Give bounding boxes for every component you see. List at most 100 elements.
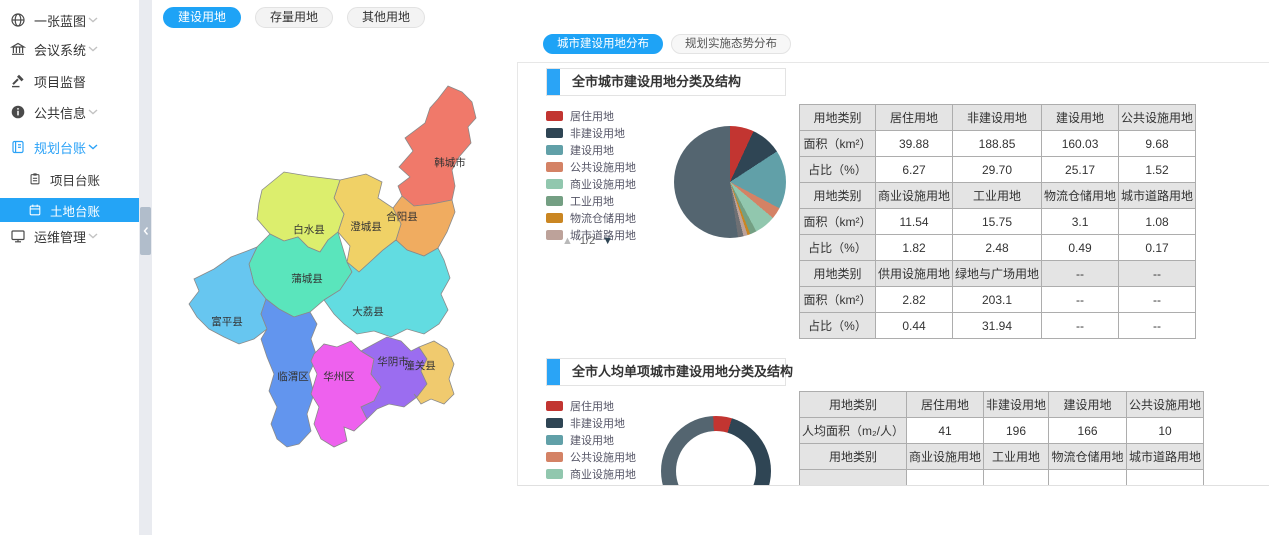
table-cell bbox=[1048, 469, 1128, 485]
legend-item[interactable]: 商业设施用地 bbox=[546, 465, 636, 482]
legend-swatch bbox=[546, 486, 563, 487]
section-title: 全市城市建设用地分类及结构 bbox=[572, 74, 742, 89]
clipboard-icon bbox=[30, 173, 40, 185]
distribution-tabs: 城市建设用地分布 规划实施态势分布 bbox=[543, 34, 791, 54]
map-region[interactable]: 华阴市 bbox=[360, 336, 428, 420]
table-header-cell: 非建设用地 bbox=[983, 391, 1050, 418]
legend-item[interactable]: 非建设用地 bbox=[546, 414, 636, 431]
map-region[interactable]: 华州区 bbox=[310, 340, 382, 448]
table-header-cell: 用地类别 bbox=[799, 182, 876, 209]
table-cell: 3.1 bbox=[1041, 208, 1120, 235]
table-cell: 0.17 bbox=[1118, 234, 1197, 261]
sidebar-item-public-info[interactable]: 公共信息 bbox=[0, 100, 139, 124]
table-cell: 占比（%） bbox=[799, 156, 876, 183]
table-row: 用地类别 商业设施用地 工业用地 物流仓储用地 城市道路用地 bbox=[799, 443, 1205, 470]
sidebar-item-blueprint[interactable]: 一张蓝图 bbox=[0, 8, 139, 32]
table-cell: 面积（km²） bbox=[799, 286, 876, 313]
sidebar-scrollbar-track[interactable] bbox=[139, 0, 152, 535]
map-region[interactable]: 临渭区 bbox=[260, 298, 318, 448]
table-row bbox=[799, 469, 1205, 485]
table-row: 面积（km²） 11.54 15.75 3.1 1.08 bbox=[799, 208, 1197, 235]
table-cell: 196 bbox=[983, 417, 1050, 444]
table-row: 用地类别 供用设施用地 绿地与广场用地 -- -- bbox=[799, 260, 1197, 287]
table-cell: 1.08 bbox=[1118, 208, 1197, 235]
legend-pager: ▲ 1/2 ▼ bbox=[562, 235, 613, 247]
sidebar-item-label: 项目监督 bbox=[34, 74, 87, 90]
land-type-tabs: 建设用地 存量用地 其他用地 bbox=[163, 7, 426, 28]
sidebar-item-land-ledger[interactable]: 土地台账 bbox=[0, 198, 139, 222]
sidebar-item-supervision[interactable]: 项目监督 bbox=[0, 69, 139, 93]
land-classification-pie-chart[interactable] bbox=[674, 126, 786, 238]
sidebar-item-label: 土地台账 bbox=[50, 204, 101, 219]
pie-legend: 居住用地非建设用地 建设用地公共设施用地 商业设施用地 工业用地 物流仓储用地 城市道路用… bbox=[546, 107, 636, 243]
land-distribution-panel: 全市城市建设用地分类及结构 居住用地 非建设用地 建设用地 公共设施用地 商业设施用地工… bbox=[517, 62, 1269, 486]
chevron-down-icon bbox=[88, 46, 98, 52]
land-classification-table: 用地类别 居住用地 非建设用地 建设用地 公共设施用地 面积（km²） 39.88 188.8… bbox=[799, 104, 1197, 339]
legend-item[interactable]: 城市道路用地 bbox=[546, 226, 636, 243]
table-cell bbox=[905, 469, 985, 485]
legend-page-up-icon[interactable]: ▲ bbox=[562, 235, 573, 247]
calendar-icon bbox=[29, 204, 41, 216]
per-capita-land-donut-chart[interactable] bbox=[661, 416, 771, 485]
legend-swatch bbox=[546, 178, 563, 189]
table-header-cell: -- bbox=[1118, 260, 1197, 287]
legend-item[interactable]: 商业设施用地 bbox=[546, 175, 636, 192]
sidebar-item-meeting[interactable]: 会议系统 bbox=[0, 37, 139, 61]
chevron-down-icon bbox=[88, 233, 98, 239]
table-cell: 2.48 bbox=[952, 234, 1043, 261]
table-cell: 15.75 bbox=[952, 208, 1043, 235]
table-header-cell: 居住用地 bbox=[905, 391, 985, 418]
table-cell: 10 bbox=[1126, 417, 1205, 444]
legend-swatch bbox=[546, 434, 563, 445]
table-header-cell: 建设用地 bbox=[1041, 104, 1120, 131]
map-region[interactable]: 富平县 bbox=[188, 246, 268, 345]
legend-item[interactable]: 工业用地 bbox=[546, 482, 636, 487]
table-cell bbox=[983, 469, 1050, 485]
bank-icon bbox=[10, 42, 26, 55]
legend-label: 非建设用地 bbox=[570, 127, 625, 140]
tab-planning-implementation-distribution[interactable]: 规划实施态势分布 bbox=[671, 34, 791, 54]
table-header-cell: 供用设施用地 bbox=[874, 260, 954, 287]
sidebar-item-ops-management[interactable]: 运维管理 bbox=[0, 224, 139, 248]
section-title: 全市人均单项城市建设用地分类及结构 bbox=[572, 364, 794, 379]
table-cell: 1.82 bbox=[874, 234, 954, 261]
legend-label: 公共设施用地 bbox=[570, 161, 636, 174]
map-region[interactable]: 潼关县 bbox=[413, 340, 455, 405]
per-capita-land-table: 用地类别 居住用地 非建设用地 建设用地 公共设施用地 人均面积（m₂/人） 41 196 16… bbox=[799, 391, 1205, 485]
table-header-cell: 工业用地 bbox=[952, 182, 1043, 209]
table-cell: 人均面积（m₂/人） bbox=[799, 417, 907, 444]
map-region[interactable]: 韩城市 bbox=[397, 85, 477, 207]
legend-label: 居住用地 bbox=[570, 110, 614, 123]
data-table: 用地类别 居住用地 非建设用地 建设用地 公共设施用地 面积（km²） 39.88 188.8… bbox=[799, 104, 1197, 339]
tab-other-land[interactable]: 其他用地 bbox=[347, 7, 426, 28]
legend-page-label: 1/2 bbox=[579, 235, 596, 247]
table-header-cell: 非建设用地 bbox=[952, 104, 1043, 131]
legend-page-down-icon[interactable]: ▼ bbox=[602, 235, 614, 247]
legend-item[interactable]: 居住用地 bbox=[546, 397, 636, 414]
sidebar-item-project-ledger[interactable]: 项目台账 bbox=[0, 167, 139, 191]
legend-item[interactable]: 建设用地 bbox=[546, 431, 636, 448]
map-region[interactable]: 大荔县 bbox=[323, 239, 451, 338]
tab-stock-land[interactable]: 存量用地 bbox=[255, 7, 334, 28]
sidebar-item-label: 规划台账 bbox=[34, 140, 87, 156]
legend-swatch bbox=[546, 144, 563, 155]
legend-item[interactable]: 公共设施用地 bbox=[546, 448, 636, 465]
legend-label: 公共设施用地 bbox=[570, 451, 636, 464]
sidebar-item-planning-ledger[interactable]: 规划台账 bbox=[0, 135, 139, 159]
sidebar-collapse-handle[interactable] bbox=[140, 207, 151, 255]
legend-label: 商业设施用地 bbox=[570, 468, 636, 481]
tab-urban-construction-land-distribution[interactable]: 城市建设用地分布 bbox=[543, 34, 663, 54]
legend-item[interactable]: 非建设用地 bbox=[546, 124, 636, 141]
legend-item[interactable]: 公共设施用地 bbox=[546, 158, 636, 175]
sidebar: 一张蓝图 会议系统 项目监督 公共信息 规划台账 项目台账 bbox=[0, 0, 139, 535]
table-cell: 203.1 bbox=[952, 286, 1043, 313]
legend-item[interactable]: 建设用地 bbox=[546, 141, 636, 158]
tab-construction-land[interactable]: 建设用地 bbox=[163, 7, 242, 28]
section-title-box: 全市人均单项城市建设用地分类及结构 bbox=[546, 358, 793, 386]
legend-item[interactable]: 工业用地 bbox=[546, 192, 636, 209]
table-header-cell: -- bbox=[1041, 260, 1120, 287]
legend-label: 建设用地 bbox=[570, 434, 614, 447]
legend-item[interactable]: 居住用地 bbox=[546, 107, 636, 124]
legend-item[interactable]: 物流仓储用地 bbox=[546, 209, 636, 226]
legend-swatch bbox=[546, 195, 563, 206]
